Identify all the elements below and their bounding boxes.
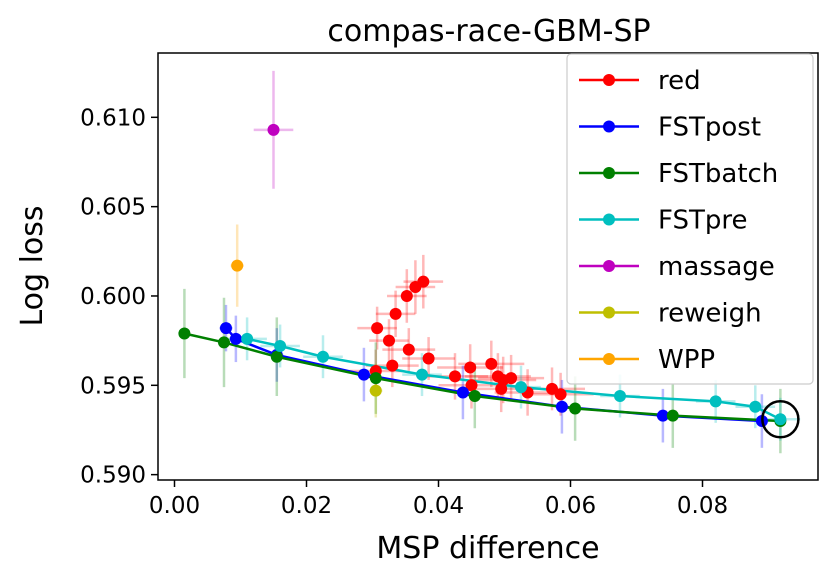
y-axis: 0.590 0.595 0.600 0.605 0.610 bbox=[80, 105, 158, 489]
x-axis-label: MSP difference bbox=[376, 531, 599, 566]
plot-area bbox=[178, 70, 801, 454]
red-point bbox=[485, 357, 498, 370]
FSTpost-point bbox=[456, 386, 469, 399]
legend-label-massage: massage bbox=[658, 252, 775, 282]
FSTbatch-point bbox=[178, 327, 191, 340]
FSTbatch-point bbox=[569, 402, 582, 415]
FSTpre-point bbox=[241, 332, 254, 345]
x-tick-label: 0.04 bbox=[413, 493, 464, 519]
FSTpre-point bbox=[774, 413, 787, 426]
legend-label-FSTpre: FSTpre bbox=[658, 206, 748, 236]
FSTpost-point bbox=[219, 322, 232, 335]
red-point bbox=[464, 361, 477, 374]
FSTpost-point bbox=[229, 332, 242, 345]
y-tick-label: 0.595 bbox=[80, 373, 146, 399]
FSTpost-point bbox=[656, 409, 669, 422]
FSTpost-point bbox=[555, 400, 568, 413]
legend-label-WPP: WPP bbox=[658, 345, 715, 375]
red-point bbox=[546, 382, 559, 395]
red-point bbox=[389, 307, 402, 320]
massage-point bbox=[267, 123, 280, 136]
plot-frame bbox=[157, 52, 819, 481]
red-point bbox=[495, 382, 508, 395]
legend-marker-FSTpost bbox=[603, 120, 615, 133]
FSTpre-point bbox=[274, 340, 287, 353]
red-point bbox=[465, 379, 478, 392]
red-point bbox=[400, 289, 413, 302]
y-tick-label: 0.605 bbox=[80, 195, 146, 221]
highlight-ring bbox=[761, 400, 800, 439]
chart-title: compas-race-GBM-SP bbox=[327, 14, 650, 49]
x-tick-label: 0.02 bbox=[281, 493, 332, 519]
x-tick-label: 0.00 bbox=[149, 493, 200, 519]
FSTpre-point bbox=[749, 400, 762, 413]
legend-box bbox=[566, 53, 814, 385]
y-axis-label: Log loss bbox=[15, 205, 50, 326]
red-point bbox=[449, 370, 461, 383]
red-point bbox=[422, 352, 435, 365]
y-tick-label: 0.610 bbox=[80, 105, 146, 131]
red-point bbox=[417, 275, 430, 288]
FSTbatch-point bbox=[369, 372, 382, 385]
legend-label-reweigh: reweigh bbox=[658, 299, 762, 329]
legend-label-red: red bbox=[658, 66, 701, 96]
FSTpost-point bbox=[357, 368, 370, 381]
red-point bbox=[554, 388, 567, 401]
red-point bbox=[371, 322, 384, 335]
FSTpre-point bbox=[515, 381, 527, 394]
WPP-point bbox=[231, 259, 244, 272]
legend-marker-reweigh bbox=[603, 306, 615, 319]
red-point bbox=[505, 372, 518, 385]
legend-marker-FSTpre bbox=[603, 213, 615, 226]
FSTpre-point bbox=[614, 390, 626, 403]
legend-marker-WPP bbox=[603, 353, 615, 365]
FSTpre-point bbox=[709, 395, 722, 408]
legend-marker-red bbox=[603, 74, 615, 86]
legend-label-FSTbatch: FSTbatch bbox=[658, 159, 778, 189]
x-tick-label: 0.08 bbox=[677, 493, 728, 519]
x-tick-label: 0.06 bbox=[545, 493, 596, 519]
x-axis: 0.00 0.02 0.04 0.06 0.08 bbox=[149, 480, 728, 519]
y-tick-label: 0.600 bbox=[80, 284, 146, 310]
FSTbatch-point bbox=[270, 350, 283, 363]
FSTbatch-point bbox=[218, 336, 230, 349]
FSTpre-point bbox=[317, 350, 329, 363]
FSTbatch-line bbox=[184, 332, 781, 423]
red-point bbox=[402, 343, 415, 356]
legend-label-FSTpost: FSTpost bbox=[658, 113, 761, 143]
red-point bbox=[383, 334, 395, 347]
legend-marker-massage bbox=[603, 260, 615, 272]
FSTbatch-point bbox=[666, 409, 679, 422]
FSTpre-point bbox=[416, 368, 428, 381]
legend-marker-FSTbatch bbox=[603, 167, 615, 179]
legend: red FSTpost FSTbatch FSTpre massage reweigh WP… bbox=[566, 53, 814, 385]
reweigh-point bbox=[369, 384, 382, 397]
FSTbatch-point bbox=[468, 390, 481, 403]
y-tick-label: 0.590 bbox=[80, 463, 146, 489]
red-point bbox=[386, 359, 399, 372]
